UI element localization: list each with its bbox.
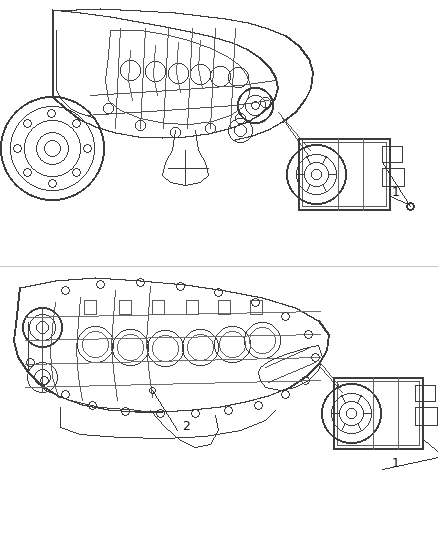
Text: 2: 2 (182, 420, 190, 433)
Text: 1: 1 (392, 457, 400, 470)
Text: 1: 1 (392, 187, 400, 199)
